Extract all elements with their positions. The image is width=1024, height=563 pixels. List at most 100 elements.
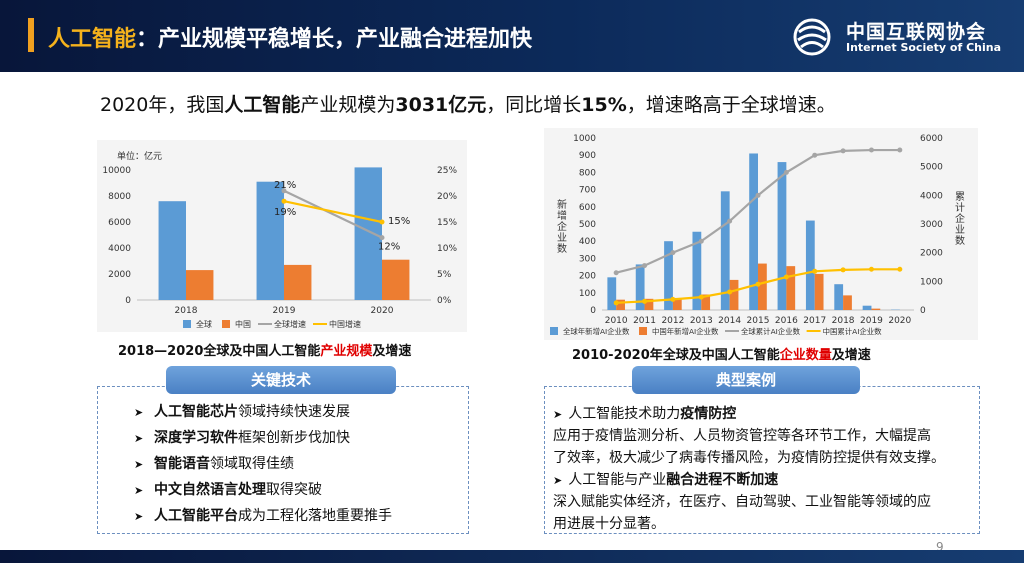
x-tick-label: 2017 <box>803 316 826 326</box>
caption-text: 及增速 <box>831 348 871 363</box>
x-tick-label: 2010 <box>605 316 628 326</box>
x-tick-label: 2015 <box>747 316 770 326</box>
y-tick-label: 8000 <box>108 192 131 202</box>
key-tech-box: ➤ 人工智能芯片领域持续快速发展 ➤ 深度学习软件框架创新步伐加快 ➤ 智能语音领域取… <box>97 386 469 534</box>
legend-swatch <box>550 327 558 335</box>
line-point <box>642 298 648 304</box>
case-desc: 用进展十分显著。 <box>553 516 665 532</box>
isc-logo-icon <box>793 18 831 56</box>
y2-axis-title-char: 业 <box>955 224 965 236</box>
line-point <box>840 267 846 273</box>
headline-bold: 3031亿元 <box>395 94 487 116</box>
legend-swatch <box>183 320 191 328</box>
key-tech-title: 关键技术 <box>166 366 396 394</box>
x-tick-label: 2019 <box>273 306 296 316</box>
line-point <box>868 266 874 272</box>
header-accent <box>28 18 34 52</box>
y-tick-label: 10000 <box>102 166 131 176</box>
bar <box>354 167 382 300</box>
caption-text: 及增速 <box>372 344 412 359</box>
y2-tick-label: 5000 <box>920 163 943 173</box>
bar <box>644 298 654 310</box>
arrow-icon: ➤ <box>553 408 563 421</box>
y-axis-title-char: 新 <box>557 198 567 211</box>
y2-tick-label: 2000 <box>920 249 943 259</box>
list-item: ➤ 深度学习软件框架创新步伐加快 <box>134 427 350 447</box>
right-chart-panel: 0 100 200 300 400 500 600 700 800 900 1000 0 1000 200… <box>544 128 978 340</box>
headline-part: ，同比增长 <box>486 94 582 116</box>
left-chart: 0 2000 4000 6000 8000 10000 0% 5% 10% 15% 20% 25% 20… <box>102 150 457 329</box>
x-tick-label: 2013 <box>690 316 713 326</box>
x-tick-label: 2019 <box>860 316 883 326</box>
arrow-icon: ➤ <box>134 406 144 419</box>
list-item: ➤ 中文自然语言处理取得突破 <box>134 479 322 499</box>
y-tick-label: 4000 <box>108 244 131 254</box>
case-bold: 疫情防控 <box>680 406 737 422</box>
legend-label: 中国累计AI企业数 <box>823 327 883 336</box>
headline-part: 产业规模为 <box>300 94 396 116</box>
line-point <box>727 289 733 295</box>
caption-highlight: 企业数量 <box>779 348 832 363</box>
headline-bold: 15% <box>581 94 627 116</box>
y2-tick-label: 5% <box>437 270 452 280</box>
arrow-icon: ➤ <box>553 474 563 487</box>
bar <box>284 264 312 300</box>
line-point <box>783 169 789 175</box>
data-label: 21% <box>274 180 296 191</box>
case-text: 人工智能与产业 <box>568 472 667 488</box>
bar <box>862 305 872 310</box>
y-tick-label: 0 <box>590 306 596 316</box>
legend-label: 全球 <box>196 319 212 329</box>
arrow-icon: ➤ <box>134 510 144 523</box>
bar <box>871 308 881 310</box>
case-desc: 了效率，极大减少了病毒传播风险，为疫情防控提供有效支撑。 <box>553 450 945 466</box>
bar <box>701 294 711 310</box>
arrow-icon: ➤ <box>134 484 144 497</box>
item-text: 成为工程化落地重要推手 <box>238 508 392 524</box>
item-bold: 人工智能平台 <box>154 508 238 524</box>
x-tick-label: 2014 <box>718 316 741 326</box>
x-tick-label: 2020 <box>888 316 911 326</box>
bar <box>777 162 787 310</box>
left-chart-panel: 0 2000 4000 6000 8000 10000 0% 5% 10% 15% 20% 25% 20… <box>97 140 467 332</box>
line-point <box>379 219 385 225</box>
bar <box>749 153 758 310</box>
line-point <box>840 148 846 154</box>
data-label: 19% <box>274 207 296 218</box>
headline-bold: 人工智能 <box>224 94 301 116</box>
case-desc: 应用于疫情监测分析、人员物资管控等各环节工作，大幅提高 <box>553 428 931 444</box>
bar <box>607 277 617 310</box>
y2-tick-label: 1000 <box>920 277 943 287</box>
y-tick-label: 800 <box>579 168 596 178</box>
line-point <box>670 250 676 256</box>
y-tick-label: 400 <box>579 237 596 247</box>
bar <box>720 191 730 310</box>
logo-text-en: Internet Society of China <box>846 41 1002 54</box>
x-tick-label: 2011 <box>633 316 656 326</box>
line-point <box>670 296 676 302</box>
cases-title: 典型案例 <box>632 366 860 394</box>
arrow-icon: ➤ <box>134 458 144 471</box>
y-tick-label: 300 <box>579 254 596 264</box>
legend-label: 中国年新增AI企业数 <box>652 327 719 336</box>
y2-axis-title-char: 数 <box>955 234 965 247</box>
list-item: ➤ 人工智能平台成为工程化落地重要推手 <box>134 505 392 525</box>
y-tick-label: 100 <box>579 289 596 299</box>
y2-tick-label: 3000 <box>920 220 943 230</box>
bar <box>814 273 824 310</box>
y-axis-title-char: 数 <box>557 242 567 255</box>
line-point <box>281 188 287 194</box>
data-label: 15% <box>388 216 410 227</box>
bar <box>692 231 702 310</box>
y2-tick-label: 0 <box>920 306 926 316</box>
bar <box>158 201 186 300</box>
y2-tick-label: 10% <box>437 244 457 254</box>
item-text: 框架创新步伐加快 <box>238 430 350 446</box>
item-bold: 人工智能芯片 <box>154 404 238 420</box>
y2-axis-title-char: 累 <box>955 191 965 203</box>
case-desc: 深入赋能实体经济，在医疗、自动驾驶、工业智能等领域的应 <box>553 494 931 510</box>
page-title: 人工智能：产业规模平稳增长，产业融合进程加快 <box>48 21 532 53</box>
item-text: 取得突破 <box>266 482 322 498</box>
case-text: 人工智能技术助力 <box>568 406 681 422</box>
y-tick-label: 500 <box>579 220 596 230</box>
